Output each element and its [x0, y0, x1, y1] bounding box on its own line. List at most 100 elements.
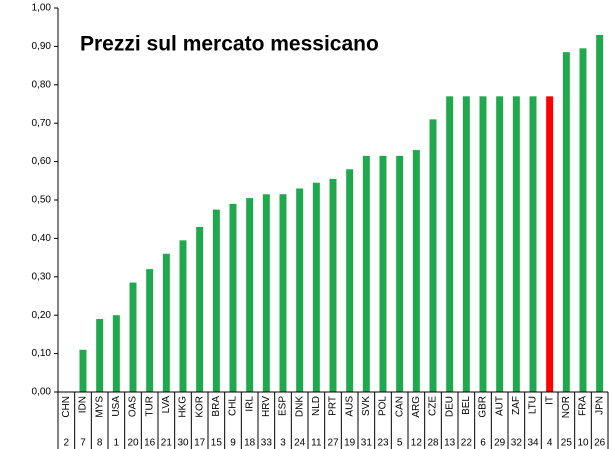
x-tick-label: CZE — [428, 396, 439, 416]
category-code: 16 — [144, 438, 156, 449]
bar — [112, 315, 120, 392]
x-tick-label: HRV — [261, 396, 272, 417]
x-tick-label: IT — [544, 396, 555, 405]
x-tick-label: CHN — [61, 396, 72, 418]
x-tick-label: NLD — [311, 396, 322, 416]
bar — [579, 48, 587, 392]
bar — [362, 155, 370, 392]
x-tick-label: BEL — [461, 396, 472, 415]
bar — [346, 169, 354, 392]
y-tick-label: 0,30 — [32, 271, 52, 282]
x-tick-label: ZAF — [511, 396, 522, 415]
x-tick-label: LTU — [528, 396, 539, 414]
bar — [196, 226, 204, 392]
y-tick-label: 0,90 — [32, 41, 52, 52]
x-tick-label: DNK — [294, 396, 305, 417]
y-tick-label: 0,50 — [32, 195, 52, 206]
bar — [146, 269, 154, 392]
category-code: 23 — [377, 438, 389, 449]
category-code: 4 — [547, 438, 553, 449]
category-code: 8 — [97, 438, 103, 449]
x-tick-label: SVK — [361, 396, 372, 416]
y-tick-label: 0,10 — [32, 348, 52, 359]
category-code: 9 — [230, 438, 236, 449]
category-code: 31 — [361, 438, 373, 449]
bar — [312, 182, 320, 392]
category-code: 27 — [327, 438, 339, 449]
x-tick-label: ESP — [278, 396, 289, 416]
x-tick-label: POL — [378, 396, 389, 416]
bar — [279, 194, 287, 392]
chart-title: Prezzi sul mercato messicano — [80, 33, 379, 56]
category-code: 34 — [527, 438, 539, 449]
category-code: 13 — [444, 438, 456, 449]
x-tick-label: AUT — [494, 396, 505, 416]
category-code: 26 — [594, 438, 606, 449]
x-tick-label: OAS — [128, 396, 139, 417]
category-code: 19 — [344, 438, 356, 449]
bar — [512, 96, 520, 392]
category-code: 18 — [244, 438, 256, 449]
bar — [446, 96, 454, 392]
bar — [179, 240, 187, 392]
bar — [479, 96, 487, 392]
x-tick-label: IDN — [78, 396, 89, 413]
x-tick-label: FRA — [578, 396, 589, 416]
y-tick-label: 0,70 — [32, 118, 52, 129]
y-tick-label: 1,00 — [32, 3, 52, 14]
category-code: 32 — [511, 438, 523, 449]
category-code: 25 — [561, 438, 573, 449]
category-code: 6 — [480, 438, 486, 449]
category-code: 17 — [194, 438, 206, 449]
bar — [96, 319, 104, 392]
x-tick-label: JPN — [594, 396, 605, 415]
x-tick-label: DEU — [444, 396, 455, 417]
category-code: 7 — [80, 438, 86, 449]
category-code: 2 — [64, 438, 70, 449]
y-tick-label: 0,20 — [32, 310, 52, 321]
x-tick-label: MYS — [94, 396, 105, 418]
x-tick-label: LVA — [161, 396, 172, 414]
bar — [496, 96, 504, 392]
category-code: 20 — [127, 438, 139, 449]
bar — [246, 198, 254, 392]
bar — [462, 96, 470, 392]
bar — [329, 178, 337, 392]
bar — [79, 349, 87, 392]
y-tick-label: 0,60 — [32, 156, 52, 167]
category-code: 15 — [211, 438, 223, 449]
category-code: 24 — [294, 438, 306, 449]
category-code: 22 — [461, 438, 473, 449]
x-tick-label: ARG — [411, 396, 422, 418]
bar — [162, 253, 170, 392]
bar — [396, 155, 404, 392]
x-tick-label: USA — [111, 396, 122, 417]
x-tick-label: GBR — [478, 396, 489, 418]
y-tick-label: 0,40 — [32, 233, 52, 244]
bar — [296, 188, 304, 392]
category-code: 1 — [114, 438, 120, 449]
x-tick-label: IRL — [244, 396, 255, 412]
category-code: 21 — [161, 438, 173, 449]
category-code: 30 — [177, 438, 189, 449]
bar — [212, 209, 220, 392]
category-code: 28 — [427, 438, 439, 449]
bar — [596, 34, 604, 392]
y-tick-label: 0,80 — [32, 79, 52, 90]
bar — [129, 282, 137, 392]
bar — [429, 119, 437, 393]
x-tick-label: AUS — [344, 396, 355, 417]
x-tick-label: PRT — [328, 396, 339, 416]
x-tick-label: TUR — [144, 396, 155, 417]
x-tick-label: BRA — [211, 396, 222, 417]
category-code: 12 — [411, 438, 423, 449]
x-tick-label: KOR — [194, 396, 205, 418]
x-tick-label: CAN — [394, 396, 405, 417]
category-code: 5 — [397, 438, 403, 449]
x-tick-label: CHL — [228, 396, 239, 416]
bar — [229, 203, 237, 392]
bar — [529, 96, 537, 392]
x-tick-label: NOR — [561, 396, 572, 418]
y-tick-label: 0,00 — [32, 387, 52, 398]
category-code: 3 — [280, 438, 286, 449]
